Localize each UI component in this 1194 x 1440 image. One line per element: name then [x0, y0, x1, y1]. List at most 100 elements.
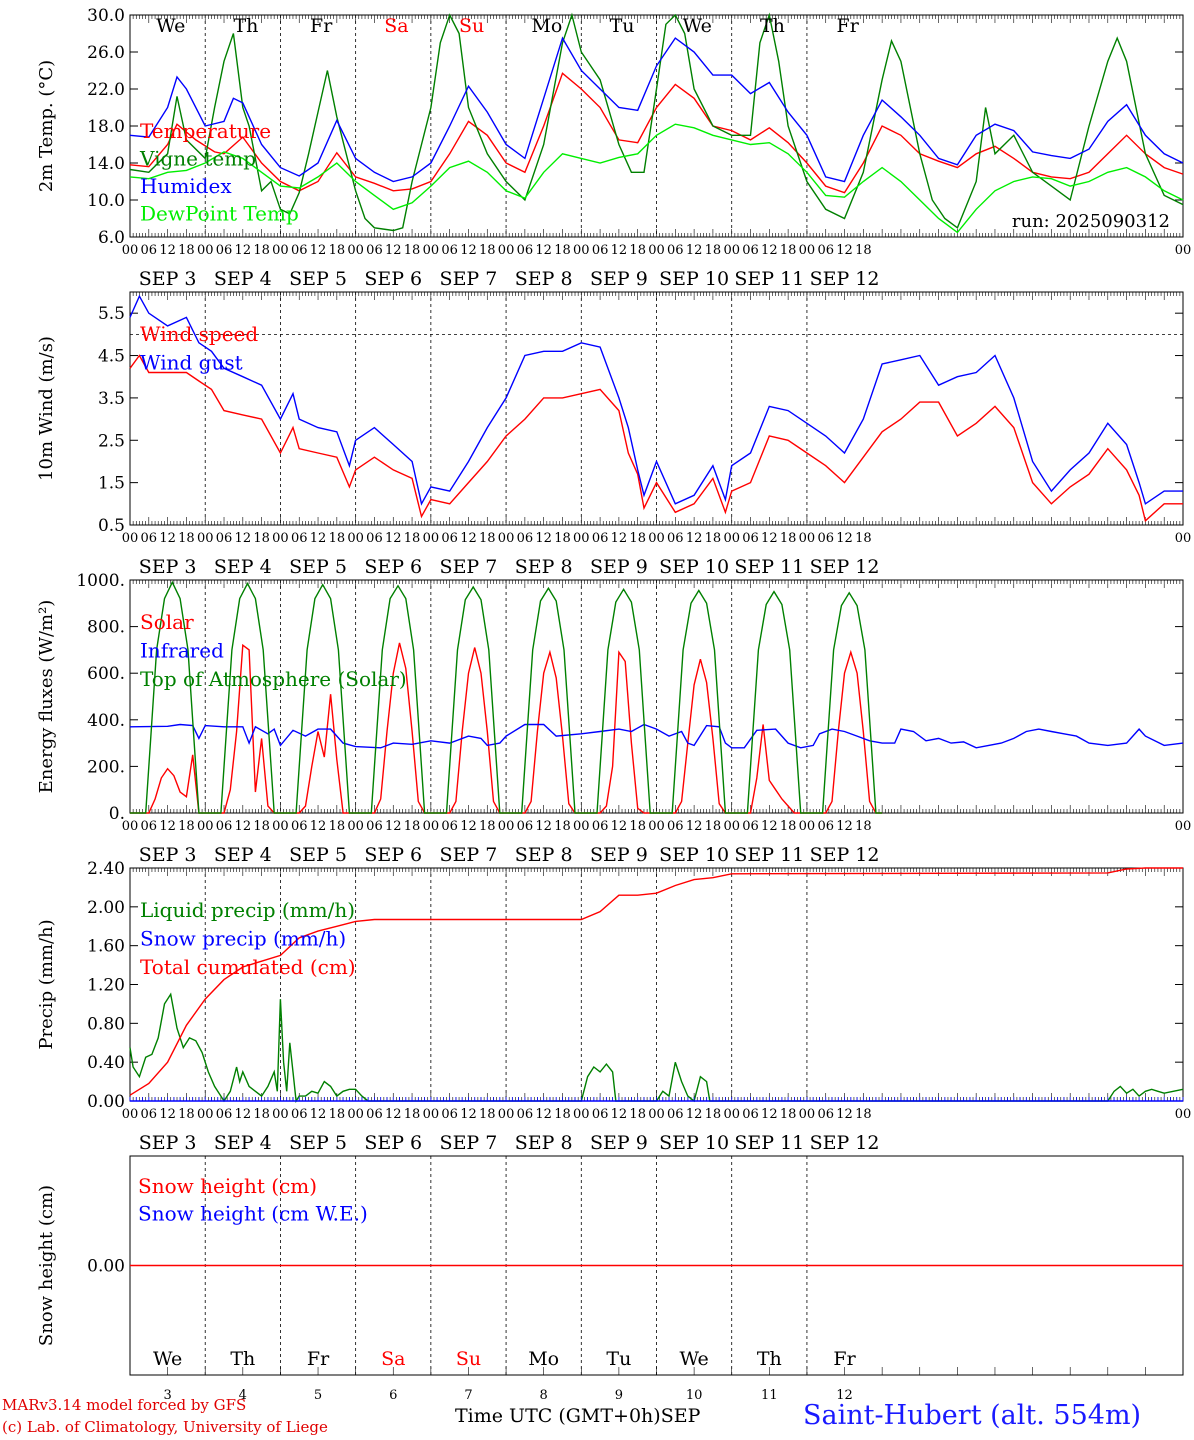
hour-tick-label: 06 [592, 243, 609, 258]
series-line [129, 72, 1184, 194]
hour-tick-label: 00 [423, 243, 440, 258]
hour-tick-label: 00 [573, 1107, 590, 1122]
month-label: SEP [660, 1405, 701, 1427]
hour-tick-label: 18 [554, 819, 571, 834]
weekday-label: We [156, 15, 185, 37]
series-line [129, 723, 1184, 749]
hour-tick-label: 18 [253, 243, 270, 258]
weekday-label: Fr [310, 15, 333, 37]
day-number-label: 10 [686, 1388, 703, 1403]
hour-tick-label: 18 [855, 531, 872, 546]
hour-tick-label: 06 [441, 819, 458, 834]
day-number-label: 5 [314, 1388, 322, 1403]
hour-tick-label: 18 [404, 243, 421, 258]
date-label: SEP 8 [515, 1132, 573, 1154]
weekday-label: Fr [837, 15, 860, 37]
hour-tick-label: 06 [817, 531, 834, 546]
hour-tick-label: 00 [648, 819, 665, 834]
hour-tick-label: 18 [705, 243, 722, 258]
hour-tick-label: 00 [723, 531, 740, 546]
hour-tick-label: 12 [686, 243, 703, 258]
legend-entry: DewPoint Temp [140, 202, 299, 226]
hour-tick-label: 06 [141, 243, 158, 258]
hour-tick-label: 06 [817, 243, 834, 258]
date-label: SEP 11 [734, 556, 804, 578]
weekday-label: Su [459, 15, 484, 37]
hour-tick-label: 12 [310, 1107, 327, 1122]
copyright-credit: (c) Lab. of Climatology, University of L… [2, 1418, 328, 1436]
panel-4: 0.00 0.40 0.80 1.20 1.60 2.00 2.40 Precip (mm/h… [36, 859, 1191, 1154]
hour-tick-label: 06 [141, 531, 158, 546]
legend-entry: Solar [140, 610, 194, 634]
hour-tick-label: 12 [460, 819, 477, 834]
hour-tick-label: 18 [554, 531, 571, 546]
hour-tick-label: 00 [197, 1107, 214, 1122]
hour-tick-label: 12 [761, 243, 778, 258]
hour-tick-label: 12 [310, 243, 327, 258]
date-label: SEP 4 [214, 1132, 272, 1154]
panel-1: 6.0 10.0 14.0 18.0 22.0 26.0 30.0 2m Temp. (°C)… [36, 6, 1191, 290]
hour-tick-label: 18 [780, 243, 797, 258]
hour-tick-label: 12 [235, 1107, 252, 1122]
date-label: SEP 11 [734, 844, 804, 866]
day-number-label: 4 [239, 1388, 247, 1403]
panel-2: 0.5 1.5 2.5 3.5 4.5 5.5 10m Wind (m/s) Wind spe… [36, 291, 1191, 578]
date-label: SEP 3 [139, 556, 197, 578]
hour-tick-label: 00 [573, 819, 590, 834]
y-tick-label: 22.0 [87, 80, 125, 100]
hour-tick-label: 00 [648, 243, 665, 258]
hour-tick-label: 12 [235, 243, 252, 258]
day-number-label: 11 [761, 1388, 778, 1403]
date-label: SEP 4 [214, 556, 272, 578]
legend-entry: Infrared [140, 639, 224, 663]
y-tick-label: 0.5 [98, 516, 125, 536]
hour-tick-label: 12 [836, 243, 853, 258]
hour-tick-label: 18 [253, 531, 270, 546]
hour-tick-label: 18 [329, 1107, 346, 1122]
hour-tick-label: 12 [761, 531, 778, 546]
hour-tick-label: 00 [122, 1107, 139, 1122]
date-label: SEP 5 [289, 844, 347, 866]
hour-tick-label: 12 [460, 1107, 477, 1122]
hour-tick-label: 00 [423, 531, 440, 546]
y-axis-label: 2m Temp. (°C) [36, 60, 57, 192]
hour-tick-label: 00 [1175, 1107, 1192, 1122]
hour-tick-label: 06 [667, 819, 684, 834]
hour-tick-label: 00 [799, 531, 816, 546]
hour-tick-label: 00 [498, 243, 515, 258]
legend-entry: Wind speed [140, 322, 258, 346]
day-number-label: 9 [615, 1388, 623, 1403]
hour-tick-label: 18 [404, 531, 421, 546]
hour-tick-label: 00 [347, 819, 364, 834]
y-tick-label: 800. [87, 618, 125, 638]
hour-tick-label: 12 [686, 819, 703, 834]
date-label: SEP 4 [214, 844, 272, 866]
hour-tick-label: 18 [404, 1107, 421, 1122]
date-label: SEP 12 [810, 1132, 880, 1154]
hour-tick-label: 18 [705, 531, 722, 546]
day-number-label: 6 [389, 1388, 397, 1403]
date-label: SEP 6 [364, 268, 422, 290]
hour-tick-label: 06 [141, 819, 158, 834]
hour-tick-label: 00 [648, 1107, 665, 1122]
hour-tick-label: 18 [329, 819, 346, 834]
series-line [129, 294, 1183, 506]
hour-tick-label: 18 [554, 243, 571, 258]
hour-tick-label: 06 [366, 531, 383, 546]
legend-entry: Humidex [140, 174, 232, 198]
date-label: SEP 9 [590, 1132, 648, 1154]
y-tick-label: 6.0 [98, 228, 125, 248]
hour-tick-label: 12 [535, 1107, 552, 1122]
series-line [129, 36, 1184, 183]
hour-tick-label: 06 [742, 243, 759, 258]
hour-tick-label: 00 [799, 819, 816, 834]
series-line [130, 580, 883, 814]
hour-tick-label: 00 [197, 531, 214, 546]
hour-tick-label: 12 [235, 819, 252, 834]
y-tick-label: 0.80 [87, 1014, 125, 1034]
hour-tick-label: 06 [141, 1107, 158, 1122]
weekday-label: Fr [833, 1348, 856, 1370]
hour-tick-label: 18 [253, 819, 270, 834]
y-tick-label: 200. [87, 757, 125, 777]
